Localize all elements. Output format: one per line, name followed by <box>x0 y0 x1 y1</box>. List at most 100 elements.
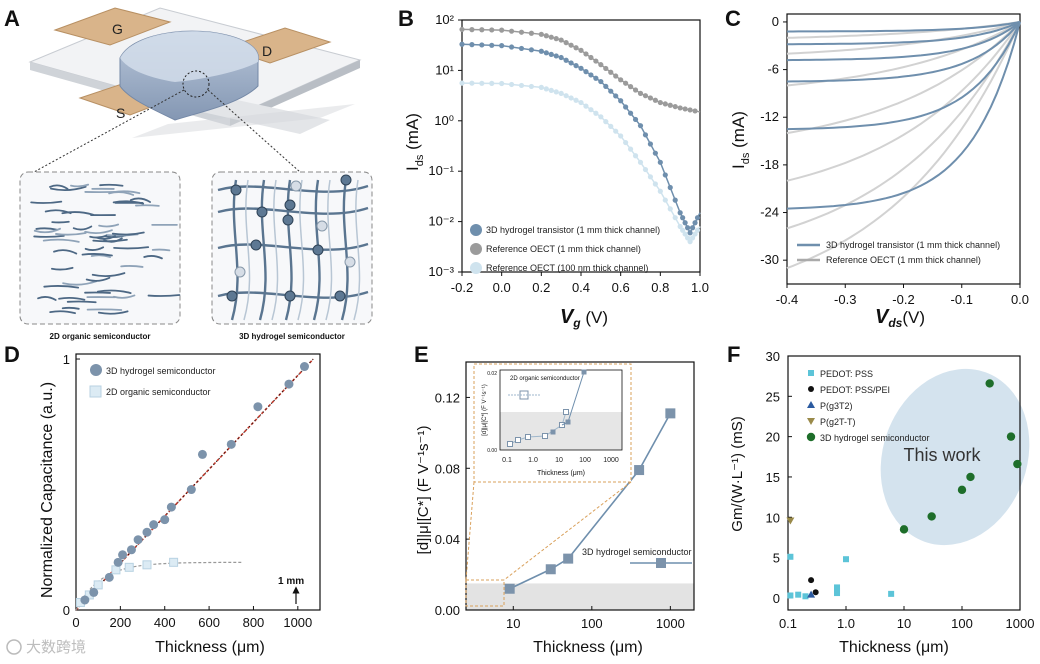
b-data-point <box>548 51 554 57</box>
f-data-point <box>888 590 895 597</box>
d-point-2d <box>169 557 179 567</box>
b-data-point <box>603 118 609 125</box>
b-data-point <box>528 47 535 53</box>
b-series-line <box>461 82 701 244</box>
e-inset-plot: 0.1 1.0 10 100 1000 <box>502 369 619 464</box>
c-xtick-label: 0.0 <box>1011 292 1029 307</box>
f-data-point <box>957 485 967 495</box>
e-legend-marker <box>656 558 666 568</box>
d-point-3d <box>284 379 294 389</box>
b-data-point <box>687 107 693 113</box>
polymer-strand <box>95 235 116 240</box>
this-work-region <box>880 368 1030 546</box>
b-data-point <box>558 54 564 61</box>
b-data-point <box>632 153 639 159</box>
e-data-point <box>545 564 556 575</box>
f-data-point <box>786 517 795 525</box>
c-curve-hydrogel <box>786 21 1021 131</box>
polymer-strand <box>113 246 150 250</box>
e-frame <box>465 361 695 611</box>
watermark-logo-icon <box>6 639 22 655</box>
panel-f: F 0.1 1.0 10 100 1000 0 5 10 15 20 25 30 PEDOT: PSS… <box>727 342 1034 656</box>
b-data-point <box>672 197 678 203</box>
b-data-point <box>623 104 629 110</box>
d-fit-dark <box>75 358 314 611</box>
network-fiber <box>284 179 293 321</box>
panel-c: C -0.4 -0.3 -0.2 -0.1 0.0 0 -6 -12 -18 -24 -30 3D … <box>725 6 1029 330</box>
polymer-strand <box>70 183 90 188</box>
d-xlabel: Thickness (μm) <box>155 639 265 656</box>
b-data-point <box>548 34 554 40</box>
b-legend-marker <box>470 224 482 236</box>
d-point-2d <box>124 562 134 572</box>
b-data-point <box>489 27 495 33</box>
f-data-point <box>899 525 909 534</box>
c-ytick-label: -30 <box>760 252 779 267</box>
b-data-point <box>568 60 574 66</box>
f-data-point <box>985 379 994 388</box>
c-ytick-label: -24 <box>760 205 779 220</box>
f-legend-label: P(g3T2) <box>820 401 853 411</box>
b-data-point <box>689 235 696 241</box>
panel-label-c: C <box>725 6 741 31</box>
b-data-point <box>568 95 574 101</box>
b-data-point <box>694 215 701 221</box>
c-curve-reference <box>786 21 1021 270</box>
d-point-3d <box>197 449 207 459</box>
e-inset-point-3d <box>550 429 556 435</box>
b-data-point <box>692 231 698 237</box>
d-xtick-label: 800 <box>243 615 265 630</box>
b-data-point <box>578 47 584 53</box>
f-data-point <box>927 512 936 521</box>
b-data-point <box>499 27 505 33</box>
d-point-3d <box>89 587 99 597</box>
b-data-point <box>518 82 525 89</box>
f-data-point <box>1013 459 1022 469</box>
b-data-point <box>573 45 579 51</box>
f-legend-label: 3D hydrogel semiconductor <box>820 433 930 443</box>
polymer-strand <box>49 310 76 315</box>
b-data-point <box>588 72 594 78</box>
b-data-point <box>558 90 564 96</box>
e-zoom-box <box>465 579 505 607</box>
b-data-point <box>573 97 579 103</box>
d-legend-label-3d: 3D hydrogel semiconductor <box>106 366 216 376</box>
network-fiber <box>258 179 267 321</box>
d-frame <box>75 353 321 611</box>
e-inset-ylabel: [d]|μ|[C*] (F V⁻¹s⁻¹) <box>482 384 488 436</box>
e-inset-xtick-label: 0.1 <box>502 457 512 464</box>
b-data-point <box>677 210 683 216</box>
b-xlabel: Vg (V) <box>560 306 608 330</box>
polymer-strand <box>129 197 151 203</box>
network-fiber <box>217 242 369 251</box>
c-curve-reference <box>786 20 1021 55</box>
e-inset-xtick-label: 10 <box>555 457 563 464</box>
network-fiber-back <box>325 179 333 321</box>
b-data-point <box>518 29 525 35</box>
b-data-point <box>593 110 599 116</box>
d-xtick-label: 200 <box>110 615 132 630</box>
network-fiber <box>340 179 349 321</box>
b-data-point <box>528 30 535 36</box>
watermark-text: 大数跨境 <box>26 638 86 656</box>
d-point-3d <box>253 402 263 412</box>
e-inset-point-3d <box>565 419 571 425</box>
polymer-strand <box>53 249 78 255</box>
e-inset-point-2d <box>507 441 513 447</box>
electrode-label-s: S <box>116 105 125 121</box>
panel-e: E 10 100 1000 0.00 0.04 0.08 0.12 Thickness (μ… <box>414 342 695 656</box>
gate-electrode <box>53 7 172 46</box>
b-data-point <box>682 220 688 226</box>
f-xtick-label: 0.1 <box>779 616 797 631</box>
caption-3d: 3D hydrogel semiconductor <box>239 332 345 341</box>
f-legend-label: PEDOT: PSS/PEI <box>820 385 890 395</box>
polymer-strand <box>96 289 132 294</box>
network-fiber-back <box>243 179 251 321</box>
f-legend-marker <box>807 401 815 408</box>
network-fiber <box>217 206 369 215</box>
e-inset-point-2d <box>542 433 548 439</box>
f-data-point <box>812 589 819 596</box>
polymer-strand <box>84 246 105 251</box>
polymer-strand <box>49 184 69 190</box>
b-data-point <box>489 42 495 48</box>
